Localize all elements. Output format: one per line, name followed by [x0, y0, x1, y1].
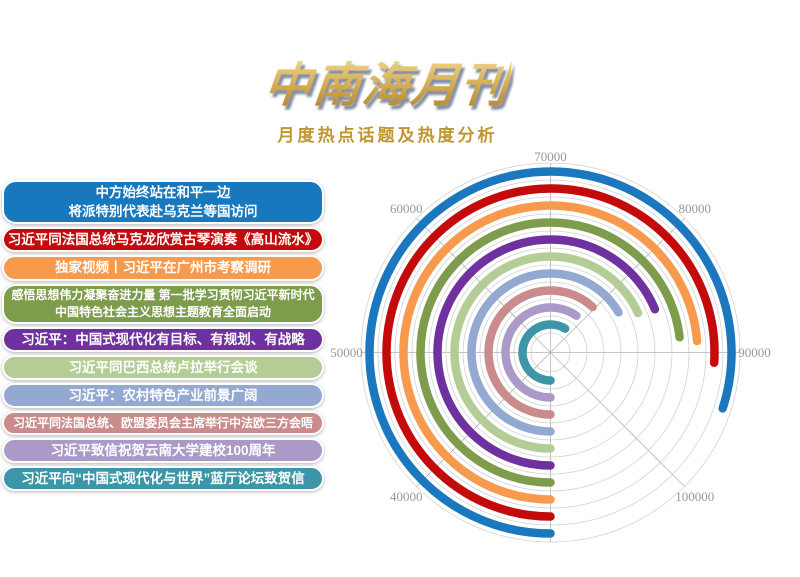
topic-banner[interactable]: 中方始终站在和平一边将派特别代表赴乌克兰等国访问 — [2, 180, 324, 225]
topic-list: 中方始终站在和平一边将派特别代表赴乌克兰等国访问习近平同法国总统马克龙欣赏古琴演… — [2, 180, 324, 492]
topic-banner-text: 习近平向“中国式现代化与世界”蓝厅论坛致贺信 — [21, 471, 305, 487]
topic-banner-text: 习近平：中国式现代化有目标、有规划、有战略 — [21, 331, 305, 347]
topic-banner-text: 独家视频丨习近平在广州市考察调研 — [55, 260, 271, 276]
angle-axis-label: 60000 — [390, 201, 423, 216]
heat-arc[interactable] — [416, 218, 684, 487]
topic-banner[interactable]: 习近平：农村特色产业前景广阔 — [2, 383, 324, 409]
topic-banner-text: 习近平同法国总统马克龙欣赏古琴演奏《高山流水》 — [7, 232, 319, 248]
topic-banner-text: 中国特色社会主义思想主题教育全面启动 — [54, 304, 271, 319]
topic-banner-text: 习近平同法国总统、欧盟委员会主席举行中法欧三方会晤 — [12, 415, 313, 430]
topic-banner[interactable]: 独家视频丨习近平在广州市考察调研 — [2, 255, 324, 281]
heat-arc[interactable] — [365, 167, 736, 538]
heat-arc[interactable] — [484, 286, 597, 419]
angle-axis-label: 70000 — [534, 149, 567, 164]
topic-banner[interactable]: 习近平致信祝贺云南大学建校100周年 — [2, 438, 324, 464]
heat-arc[interactable] — [467, 269, 623, 436]
topic-banner-text: 感悟思想伟力凝聚奋进力量 第一批学习贯彻习近平新时代 — [11, 287, 315, 302]
page-title: 中南海月刊 — [261, 46, 513, 115]
topic-banner-text: 将派特别代表赴乌克兰等国访问 — [68, 204, 258, 220]
heat-arc[interactable] — [450, 252, 643, 453]
angle-axis-label: 40000 — [390, 489, 423, 504]
grid-spoke — [550, 352, 685, 487]
topic-banner[interactable]: 习近平向“中国式现代化与世界”蓝厅论坛致贺信 — [2, 466, 324, 492]
topic-banner-text: 习近平同巴西总统卢拉举行会谈 — [68, 359, 258, 375]
topic-banner[interactable]: 习近平同巴西总统卢拉举行会谈 — [2, 354, 324, 380]
heat-arc[interactable] — [399, 201, 702, 504]
topic-banner[interactable]: 感悟思想伟力凝聚奋进力量 第一批学习贯彻习近平新时代 中国特色社会主义思想主题教育… — [2, 283, 324, 324]
heat-arc[interactable] — [433, 235, 660, 470]
heat-arc[interactable] — [518, 320, 570, 385]
topic-banner[interactable]: 习近平同法国总统、欧盟委员会主席举行中法欧三方会晤 — [2, 411, 324, 436]
topic-banner[interactable]: 习近平同法国总统马克龙欣赏古琴演奏《高山流水》 — [2, 227, 324, 253]
topic-banner-text: 习近平：农村特色产业前景广阔 — [68, 388, 258, 403]
angle-axis-label: 100000 — [675, 489, 714, 504]
topic-banner-text: 中方始终站在和平一边 — [95, 185, 231, 200]
angle-axis-label: 80000 — [678, 201, 711, 216]
angle-axis-label: 50000 — [330, 345, 363, 360]
topic-banner-text: 习近平致信祝贺云南大学建校100周年 — [50, 443, 276, 459]
polar-chart-svg: 40000 50000 60000 70000 80000 90000 100000 — [330, 149, 771, 543]
angle-axis-label: 90000 — [738, 345, 771, 360]
heat-arc[interactable] — [382, 184, 719, 521]
page-subtitle: 月度热点话题及热度分析 — [277, 126, 498, 145]
heat-polar-chart: 40000 50000 60000 70000 80000 90000 100000 — [325, 140, 800, 572]
heat-arc[interactable] — [501, 303, 581, 402]
topic-banner[interactable]: 习近平：中国式现代化有目标、有规划、有战略 — [2, 326, 324, 352]
header: 中南海月刊 月度热点话题及热度分析 — [215, 46, 560, 146]
